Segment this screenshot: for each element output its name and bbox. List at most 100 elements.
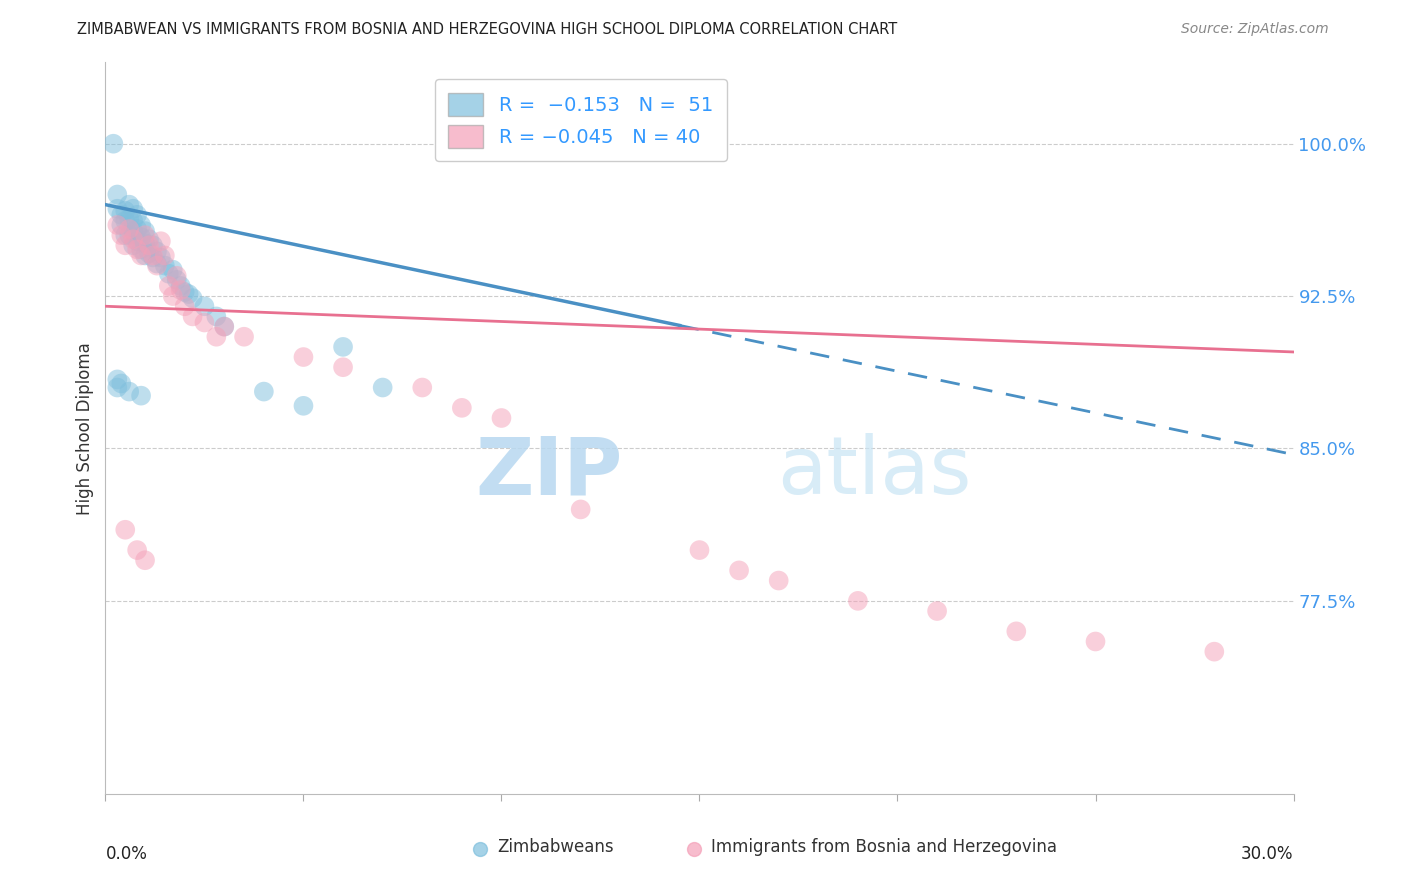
Text: Zimbabweans: Zimbabweans [498, 838, 614, 855]
Point [162, 289, 184, 303]
Point [118, 222, 141, 236]
Point [134, 248, 156, 262]
Point [129, 248, 152, 262]
Point [138, 232, 160, 246]
Y-axis label: High School Diploma: High School Diploma [76, 342, 94, 515]
Point [411, 380, 433, 394]
Point [129, 218, 152, 232]
Point [110, 218, 132, 232]
Point [205, 310, 228, 324]
Point [138, 238, 160, 252]
Point [122, 202, 145, 216]
Point [332, 360, 354, 375]
Point [127, 543, 149, 558]
Point [129, 230, 152, 244]
Point [146, 259, 169, 273]
Point [253, 384, 276, 399]
Point [122, 238, 145, 252]
Point [157, 267, 180, 281]
Point [233, 330, 256, 344]
Point [118, 211, 141, 226]
Point [768, 574, 790, 588]
Text: ZIMBABWEAN VS IMMIGRANTS FROM BOSNIA AND HERZEGOVINA HIGH SCHOOL DIPLOMA CORRELA: ZIMBABWEAN VS IMMIGRANTS FROM BOSNIA AND… [77, 22, 897, 37]
Point [1084, 634, 1107, 648]
Point [142, 251, 165, 265]
Point [214, 319, 236, 334]
Text: 30.0%: 30.0% [1241, 845, 1294, 863]
Point [166, 268, 188, 283]
Point [122, 224, 145, 238]
Point [153, 259, 176, 273]
Point [371, 380, 394, 394]
Point [193, 299, 215, 313]
Point [149, 234, 172, 248]
Point [134, 236, 156, 251]
Point [118, 197, 141, 211]
Point [181, 310, 204, 324]
Point [114, 523, 136, 537]
Point [332, 340, 354, 354]
Point [142, 238, 165, 252]
Point [138, 246, 160, 260]
Point [129, 389, 152, 403]
Point [129, 243, 152, 257]
Point [728, 563, 751, 577]
Point [846, 594, 869, 608]
Point [118, 384, 141, 399]
Point [157, 279, 180, 293]
Point [122, 214, 145, 228]
Point [110, 228, 132, 243]
Text: ZIP: ZIP [475, 433, 623, 511]
Point [142, 248, 165, 262]
Point [1204, 645, 1226, 659]
Point [170, 279, 193, 293]
Point [205, 330, 228, 344]
Point [491, 411, 513, 425]
Point [450, 401, 472, 415]
Point [149, 251, 172, 265]
Point [105, 372, 128, 386]
Point [1005, 624, 1028, 639]
Point [173, 299, 195, 313]
Text: 0.0%: 0.0% [105, 845, 148, 863]
Point [146, 257, 169, 271]
Point [153, 248, 176, 262]
Point [105, 187, 128, 202]
Point [569, 502, 592, 516]
Point [181, 291, 204, 305]
Point [193, 316, 215, 330]
Text: Immigrants from Bosnia and Herzegovina: Immigrants from Bosnia and Herzegovina [711, 838, 1057, 855]
Point [114, 214, 136, 228]
Point [170, 283, 193, 297]
Point [127, 243, 149, 257]
Point [105, 380, 128, 394]
Point [177, 287, 200, 301]
Point [114, 238, 136, 252]
Text: Source: ZipAtlas.com: Source: ZipAtlas.com [1181, 22, 1329, 37]
Point [122, 232, 145, 246]
Point [114, 228, 136, 243]
Point [166, 273, 188, 287]
Point [925, 604, 948, 618]
Point [214, 319, 236, 334]
Point [292, 350, 315, 364]
Point [114, 203, 136, 218]
Point [689, 543, 711, 558]
Point [292, 399, 315, 413]
Point [162, 262, 184, 277]
Point [134, 228, 156, 243]
Point [118, 228, 141, 243]
Legend: R =  −0.153   N =  51, R = −0.045   N = 40: R = −0.153 N = 51, R = −0.045 N = 40 [434, 79, 727, 161]
Point [127, 222, 149, 236]
Point [134, 553, 156, 567]
Text: atlas: atlas [776, 433, 972, 511]
Point [110, 376, 132, 391]
Point [134, 224, 156, 238]
Point [105, 218, 128, 232]
Point [127, 208, 149, 222]
Point [110, 208, 132, 222]
Point [105, 202, 128, 216]
Point [173, 285, 195, 299]
Point [103, 136, 125, 151]
Point [146, 244, 169, 259]
